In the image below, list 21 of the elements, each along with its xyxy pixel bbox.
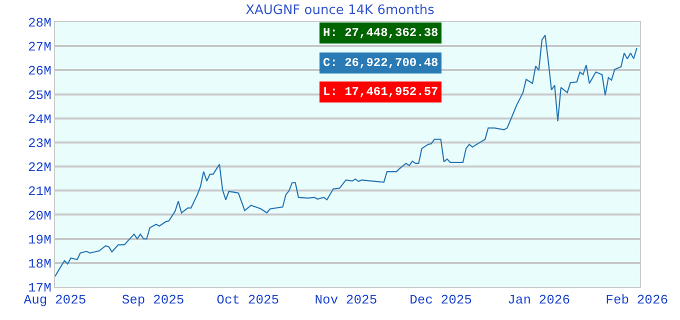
x-tick-label: Nov 2025 — [314, 292, 378, 308]
y-tick-label: 28M — [28, 16, 52, 31]
y-tick-label: 18M — [28, 256, 52, 272]
x-tick-label: Jan 2026 — [508, 292, 570, 308]
x-tick-label: Dec 2025 — [410, 292, 472, 308]
chart-title: XAUGNF ounce 14K 6months — [246, 2, 435, 18]
y-tick-label: 19M — [28, 232, 52, 248]
y-tick-label: 21M — [28, 184, 52, 200]
annotation: C: 26,922,700.48 — [323, 56, 438, 70]
y-tick-label: 20M — [28, 208, 52, 224]
y-tick-label: 23M — [28, 136, 52, 151]
x-tick-label: Sep 2025 — [122, 292, 184, 308]
annotation: L: 17,461,952.57 — [323, 85, 438, 99]
x-tick-label: Oct 2025 — [216, 292, 280, 308]
y-tick-label: 25M — [28, 88, 52, 103]
y-tick-label: 22M — [28, 160, 52, 176]
y-tick-label: 27M — [28, 40, 52, 55]
annotation: H: 27,448,362.38 — [323, 26, 438, 40]
y-tick-label: 24M — [28, 112, 52, 127]
y-tick-label: 26M — [28, 64, 52, 79]
x-tick-label: Feb 2026 — [606, 292, 668, 308]
